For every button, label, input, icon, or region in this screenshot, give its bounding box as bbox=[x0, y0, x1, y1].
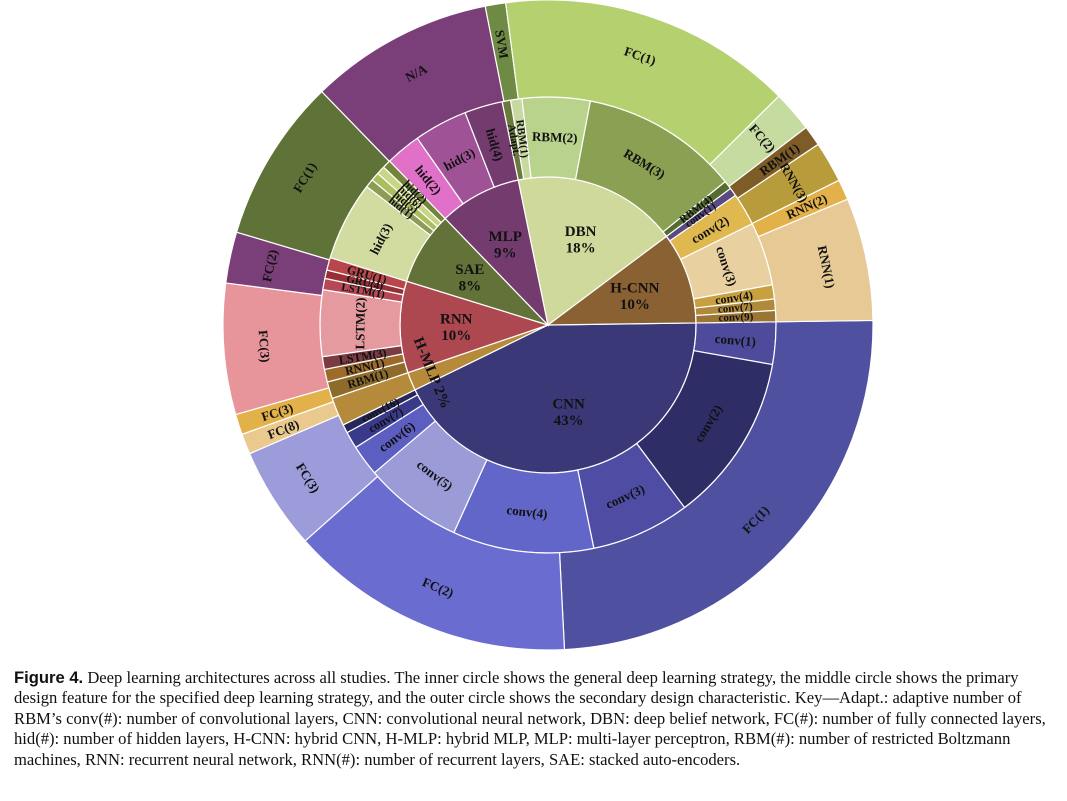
middle-slice-label: conv(1) bbox=[714, 331, 756, 349]
sunburst-figure: CNN 43% H-MLP 2% RNN 10% SAE 8% MLP 9% DBN 18% H-CN… bbox=[222, 0, 874, 651]
caption-label: Figure 4. bbox=[14, 668, 84, 687]
inner-slice-label: DBN 18% bbox=[565, 224, 597, 257]
caption-text: Deep learning architectures across all s… bbox=[14, 668, 1046, 769]
middle-slice-label: conv(9) bbox=[718, 311, 754, 324]
middle-slice-label: conv(4) bbox=[506, 502, 549, 521]
middle-slice-label: RBM(1) bbox=[513, 119, 530, 159]
inner-slice-label: H-CNN 10% bbox=[610, 280, 659, 313]
figure-caption: Figure 4. Deep learning architectures ac… bbox=[14, 668, 1059, 770]
outer-slice-label: SVM bbox=[492, 29, 511, 60]
inner-slice-label: RNN 10% bbox=[440, 311, 473, 344]
middle-slice-label: RBM(2) bbox=[532, 129, 578, 146]
outer-slice bbox=[757, 198, 874, 323]
middle-slice-label: LSTM(2) bbox=[352, 297, 367, 349]
inner-slice-label: SAE 8% bbox=[455, 262, 484, 295]
outer-slice-label: FC(3) bbox=[256, 329, 273, 363]
sunburst-chart: CNN 43%H-MLP 2%RNN 10%SAE 8%MLP 9%DBN 18%H-CN… bbox=[222, 0, 874, 651]
outer-slice-label: FC(2) bbox=[259, 248, 280, 283]
middle-slice-label: Adapt. bbox=[505, 123, 523, 157]
middle-slice-label: conv(7) bbox=[717, 301, 753, 316]
inner-slice-label: CNN 43% bbox=[552, 396, 585, 429]
inner-slice-label: MLP 9% bbox=[489, 229, 522, 262]
outer-slice bbox=[558, 319, 874, 651]
middle-slice-label: conv(4) bbox=[714, 288, 754, 307]
